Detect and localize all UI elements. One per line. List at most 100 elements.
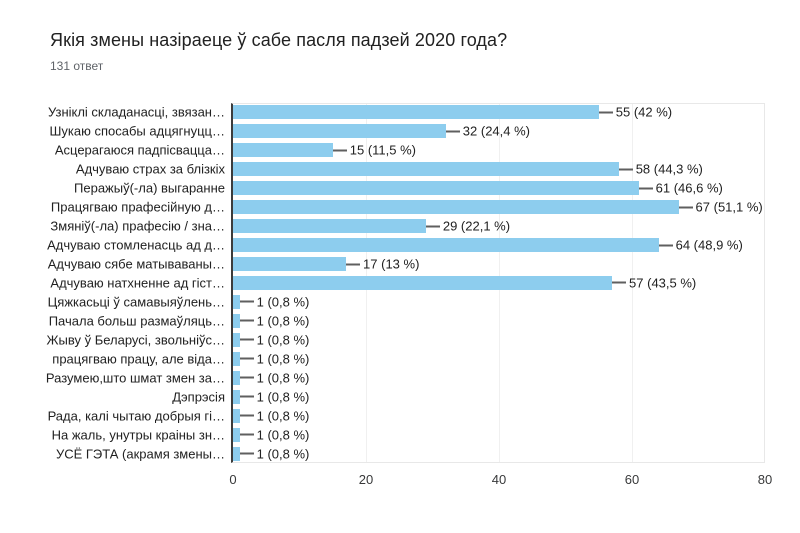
value-label: 55 (42 %) (615, 104, 673, 120)
leader-line (239, 319, 254, 322)
leader-line (445, 130, 460, 133)
leader-line (638, 187, 653, 190)
leader-line (618, 168, 633, 171)
value-label: 61 (46,6 %) (655, 180, 723, 196)
category-label: Жыву ў Беларусі, звольніўс… (46, 332, 225, 348)
value-label: 29 (22,1 %) (442, 218, 511, 234)
value-label: 1 (0,8 %) (256, 294, 310, 310)
value-label: 17 (13 %) (363, 256, 420, 272)
chart-row: Працягваю прафесійную д… 67 (51,1 %) (0, 198, 800, 217)
category-label: Адчуваю страх за блізкіх (75, 161, 225, 177)
bar (233, 408, 240, 423)
value-label: 15 (11,5 %) (349, 142, 416, 158)
category-label: На жаль, унутры краіны зн… (51, 427, 225, 443)
leader-line (239, 395, 254, 398)
bar (233, 257, 347, 272)
value-annotation: 1 (0,8 %) (239, 313, 309, 328)
leader-line (598, 111, 613, 114)
value-annotation: 32 (24,4 %) (445, 123, 530, 139)
bar (233, 219, 426, 234)
x-axis-tick: 80 (757, 472, 773, 487)
category-label: Узніклі складанасці, звязан… (47, 104, 225, 120)
bar (233, 313, 240, 328)
value-label: 1 (0,8 %) (256, 351, 310, 367)
category-label: Пачала больш размаўляць… (48, 313, 225, 329)
value-annotation: 64 (48,9 %) (658, 237, 743, 253)
chart-row: Цяжкасьці ў самавыяўлень… 1 (0,8 %) (0, 292, 800, 311)
bar (233, 427, 240, 442)
x-axis-tick: 0 (229, 472, 237, 487)
value-annotation: 1 (0,8 %) (239, 294, 310, 310)
chart-row: Адчуваю стомленасць ад д… 64 (48,9 %) (0, 236, 800, 255)
chart-row: Пачала больш размаўляць… 1 (0,8 %) (0, 311, 800, 330)
chart-row: Змяніў(-ла) прафесію / зна… 29 (22,1 %) (0, 217, 800, 236)
leader-line (425, 225, 440, 228)
category-label: Адчуваю стомленасць ад д… (47, 237, 225, 253)
value-label: 1 (0,8 %) (256, 332, 310, 348)
chart-row: Узніклі складанасці, звязан… 55 (42 %) (0, 103, 800, 122)
chart-row: На жаль, унутры краіны зн… 1 (0,8 %) (0, 425, 800, 444)
question-title: Якія змены назіраеце ў сабе пасля падзей… (50, 30, 508, 50)
leader-line (658, 244, 673, 247)
bar (233, 275, 613, 290)
chart-row: Асцерагаюся падпісвацца… 15 (11,5 %) (0, 141, 800, 160)
value-annotation: 29 (22,1 %) (425, 218, 511, 234)
bar (233, 332, 240, 347)
leader-line (239, 433, 254, 436)
category-label: Шукаю спосабы адцягнуцц… (49, 123, 226, 139)
x-axis-tick: 60 (624, 472, 640, 487)
category-label: Адчуваю сябе матываваны… (47, 256, 225, 272)
chart-row: працягваю працу, але віда… 1 (0,8 %) (0, 349, 800, 368)
value-annotation: 1 (0,8 %) (239, 351, 310, 367)
leader-line (239, 357, 254, 360)
leader-line (239, 452, 254, 455)
chart-row: Рада, калі чытаю добрыя гі… 1 (0,8 %) (0, 406, 800, 425)
value-label: 1 (0,8 %) (256, 408, 310, 424)
leader-line (332, 149, 347, 152)
value-annotation: 1 (0,8 %) (239, 370, 310, 386)
leader-line (346, 263, 361, 266)
category-label: Перажыў(-ла) выгаранне (74, 180, 225, 196)
chart-row: Адчуваю натхненне ад гіст… 57 (43,5 %) (0, 274, 800, 293)
category-label: Адчуваю натхненне ад гіст… (50, 275, 225, 291)
chart-rows: Узніклі складанасці, звязан… 55 (42 %) Шук… (0, 103, 800, 463)
chart-row: УСЁ ГЭТА (акрамя змены… 1 (0,8 %) (0, 444, 800, 463)
leader-line (678, 206, 693, 209)
value-label: 32 (24,4 %) (462, 123, 530, 139)
value-annotation: 1 (0,8 %) (239, 427, 309, 442)
value-annotation: 55 (42 %) (598, 104, 673, 120)
leader-line (239, 300, 254, 303)
value-label: 64 (48,9 %) (675, 237, 743, 253)
value-annotation: 15 (11,5 %) (332, 142, 416, 158)
responses-bar-chart: Узніклі складанасці, звязан… 55 (42 %) Шук… (0, 103, 800, 503)
bar (233, 200, 679, 215)
bar (233, 143, 333, 158)
bar (233, 124, 446, 139)
chart-row: Адчуваю сябе матываваны… 17 (13 %) (0, 255, 800, 274)
value-label: 1 (0,8 %) (256, 446, 310, 462)
category-label: Асцерагаюся падпісвацца… (54, 142, 225, 158)
category-label: Змяніў(-ла) прафесію / зна… (50, 218, 225, 234)
response-count: 131 ответ (50, 59, 104, 73)
category-label: УСЁ ГЭТА (акрамя змены… (55, 446, 225, 462)
leader-line (239, 376, 254, 379)
category-label: Дэпрэсія (172, 389, 225, 405)
value-annotation: 57 (43,5 %) (612, 275, 696, 290)
value-annotation: 61 (46,6 %) (638, 180, 723, 196)
bar (233, 238, 659, 253)
leader-line (612, 281, 627, 284)
value-label: 58 (44,3 %) (635, 161, 703, 177)
value-annotation: 58 (44,3 %) (618, 161, 703, 177)
category-label: Разумею,што шмат змен за… (45, 370, 225, 386)
chart-row: Адчуваю страх за блізкіх 58 (44,3 %) (0, 160, 800, 179)
bar (233, 389, 240, 404)
value-label: 1 (0,8 %) (256, 370, 310, 386)
value-label: 67 (51,1 %) (695, 199, 763, 215)
value-label: 57 (43,5 %) (629, 275, 697, 291)
value-annotation: 1 (0,8 %) (239, 408, 310, 424)
bar (233, 162, 619, 177)
bar (233, 105, 599, 120)
x-axis-tick: 40 (491, 472, 507, 487)
bar (233, 351, 240, 366)
leader-line (239, 338, 254, 341)
